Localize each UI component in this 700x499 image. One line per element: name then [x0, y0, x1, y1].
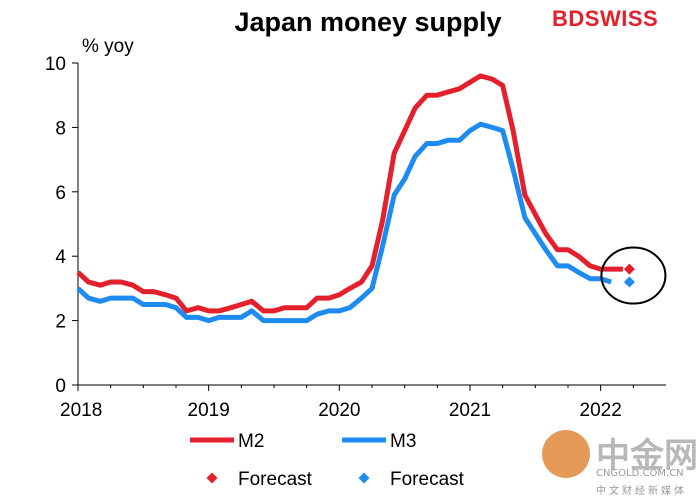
- x-tick-label: 2018: [60, 400, 102, 421]
- y-tick-label: 10: [45, 54, 66, 75]
- legend-label-0: M2: [238, 431, 264, 452]
- y-tick-label: 6: [55, 183, 66, 204]
- y-axis-label: % yoy: [82, 36, 134, 57]
- y-tick-label: 4: [55, 247, 66, 268]
- annotation-circle: [600, 246, 667, 305]
- y-tick-label: 2: [55, 312, 66, 333]
- watermark: 中金网 CNGOLD.COM.CN 中文财经新媒体: [540, 428, 700, 498]
- series-line-m3: [76, 121, 612, 324]
- legend: M2 M3 Forecast Forecast: [190, 431, 465, 490]
- y-tick-label: 0: [55, 376, 66, 397]
- x-tick-label: 2019: [188, 400, 230, 421]
- watermark-url: CNGOLD.COM.CN: [596, 468, 684, 479]
- y-tick-label: 8: [55, 118, 66, 139]
- x-tick-label: 2022: [580, 400, 622, 421]
- x-tick-label: 2021: [449, 400, 491, 421]
- series-layer: [76, 73, 623, 324]
- forecast-point-0: [623, 263, 635, 275]
- chart-title: Japan money supply: [234, 7, 501, 37]
- brand-bd: BD: [552, 6, 585, 31]
- legend-label-1: M3: [390, 431, 416, 452]
- legend-swatch-2: [206, 472, 218, 484]
- brand-swiss: SWISS: [584, 6, 659, 31]
- x-tick-label: 2020: [318, 400, 360, 421]
- legend-label-3: Forecast: [390, 469, 465, 490]
- watermark-main: 中金网: [596, 436, 698, 476]
- series-line-m2: [76, 73, 623, 314]
- legend-swatch-3: [358, 472, 370, 484]
- watermark-sub: 中文财经新媒体: [596, 486, 687, 497]
- watermark-logo-icon: [542, 430, 590, 478]
- chart-axes: 0 2 4 6 8 10 2018 2019 2020 2021 2022: [45, 54, 666, 421]
- brand-logo: BDSWISS: [552, 6, 658, 32]
- forecast-layer: [600, 246, 667, 305]
- legend-label-2: Forecast: [238, 469, 313, 490]
- forecast-point-1: [623, 276, 635, 288]
